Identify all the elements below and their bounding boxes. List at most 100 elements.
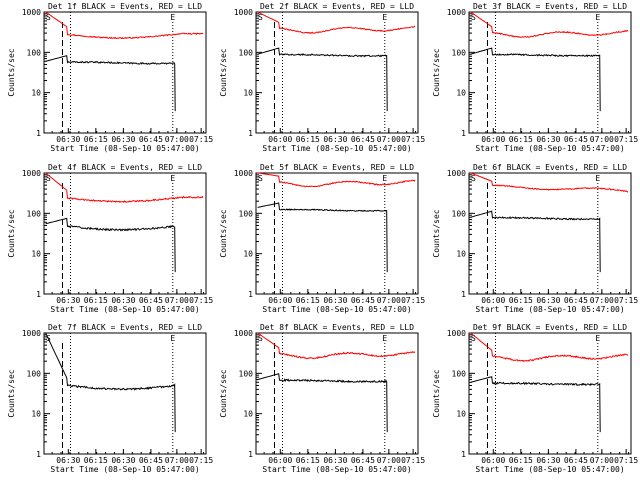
y-axis-label: Counts/sec	[432, 48, 441, 96]
end-marker-label: E	[170, 334, 175, 343]
x-tick-label: 07:00	[165, 456, 189, 465]
x-tick-label: 07:15	[189, 296, 213, 305]
x-tick-label: 06:45	[139, 135, 163, 144]
series-line-lld	[470, 172, 629, 193]
x-axis-label: Start Time (08-Sep-10 05:47:00)	[50, 305, 199, 314]
x-tick-label: 06:30	[56, 135, 80, 144]
x-tick-label: 07:00	[590, 296, 614, 305]
y-tick-label: 100	[452, 48, 467, 57]
y-tick-label: 1000	[447, 329, 466, 338]
x-axis-label: Start Time (08-Sep-10 05:47:00)	[475, 144, 624, 153]
plot-frame	[255, 11, 419, 134]
x-tick-label: 06:30	[323, 296, 347, 305]
series-line-lld	[45, 172, 204, 204]
x-tick-label: 07:15	[401, 135, 425, 144]
series-line-events	[45, 332, 176, 433]
y-tick-label: 1000	[22, 8, 41, 17]
x-tick-label: 06:00	[268, 456, 292, 465]
x-tick-label: 07:15	[401, 456, 425, 465]
y-tick-label: 100	[27, 48, 42, 57]
y-tick-label: 10	[456, 410, 466, 419]
series-line-events	[470, 47, 601, 112]
x-tick-label: 06:30	[56, 296, 80, 305]
y-tick-label: 10	[31, 410, 41, 419]
chart-panel: Det 9f BLACK = Events, RED = LLD 1 10 100 10…	[432, 323, 638, 474]
y-tick-label: 1	[248, 290, 253, 299]
chart-panel: Det 6f BLACK = Events, RED = LLD 1 10 100 10…	[432, 163, 638, 314]
y-axis-label: Counts/sec	[219, 209, 228, 257]
x-tick-label: 06:15	[84, 456, 108, 465]
start-marker-label: S	[471, 13, 476, 22]
x-tick-label: 06:15	[84, 135, 108, 144]
x-tick-label: 06:45	[139, 456, 163, 465]
end-marker-label: E	[595, 334, 600, 343]
y-axis-label: Counts/sec	[219, 369, 228, 417]
x-tick-label: 07:15	[401, 296, 425, 305]
plot-frame	[468, 11, 632, 134]
x-tick-label: 06:45	[139, 296, 163, 305]
chart-title: Det 5f BLACK = Events, RED = LLD	[260, 163, 414, 172]
x-tick-label: 06:45	[564, 296, 588, 305]
x-tick-label: 06:00	[268, 135, 292, 144]
x-tick-label: 07:15	[189, 135, 213, 144]
y-axis-label: Counts/sec	[432, 369, 441, 417]
x-tick-label: 07:00	[590, 456, 614, 465]
x-tick-label: 06:30	[111, 296, 135, 305]
y-tick-label: 1000	[22, 329, 41, 338]
end-marker-label: E	[170, 13, 175, 22]
series-line-lld	[257, 172, 416, 188]
x-tick-label: 06:45	[351, 456, 375, 465]
series-line-events	[257, 373, 388, 433]
y-tick-label: 10	[456, 89, 466, 98]
series-line-lld	[257, 11, 416, 34]
x-tick-label: 06:30	[536, 296, 560, 305]
y-tick-label: 1	[248, 129, 253, 138]
series-line-events	[257, 202, 388, 273]
chart-title: Det 4f BLACK = Events, RED = LLD	[48, 163, 202, 172]
x-tick-label: 06:00	[481, 135, 505, 144]
series-line-lld	[470, 332, 629, 363]
plot-frame	[43, 332, 207, 455]
x-tick-label: 06:45	[564, 456, 588, 465]
x-axis-label: Start Time (08-Sep-10 05:47:00)	[475, 465, 624, 474]
series-line-lld	[257, 332, 416, 360]
x-tick-label: 06:15	[509, 296, 533, 305]
y-axis-label: Counts/sec	[7, 209, 16, 257]
start-marker-label: S	[471, 174, 476, 183]
series-line-lld	[45, 11, 204, 40]
x-tick-label: 06:30	[536, 456, 560, 465]
y-tick-label: 100	[239, 48, 254, 57]
x-tick-label: 06:30	[111, 135, 135, 144]
y-tick-label: 100	[239, 209, 254, 218]
chart-title: Det 6f BLACK = Events, RED = LLD	[473, 163, 627, 172]
x-tick-label: 06:45	[564, 135, 588, 144]
series-line-events	[470, 376, 601, 433]
chart-panel: Det 2f BLACK = Events, RED = LLD 1 10 100 10…	[219, 2, 425, 153]
chart-panel: Det 3f BLACK = Events, RED = LLD 1 10 100 10…	[432, 2, 638, 153]
start-marker-label: S	[471, 334, 476, 343]
x-axis-label: Start Time (08-Sep-10 05:47:00)	[50, 144, 199, 153]
x-axis-label: Start Time (08-Sep-10 05:47:00)	[475, 305, 624, 314]
x-tick-label: 06:30	[323, 456, 347, 465]
end-marker-label: E	[170, 174, 175, 183]
plot-frame	[468, 332, 632, 455]
plot-frame	[43, 11, 207, 134]
x-tick-label: 06:45	[351, 135, 375, 144]
x-tick-label: 07:00	[165, 135, 189, 144]
series-line-lld	[470, 11, 629, 38]
y-tick-label: 10	[243, 410, 253, 419]
start-marker-label: S	[46, 174, 51, 183]
x-axis-label: Start Time (08-Sep-10 05:47:00)	[262, 144, 411, 153]
y-axis-label: Counts/sec	[432, 209, 441, 257]
plot-frame	[468, 172, 632, 295]
y-tick-label: 100	[452, 369, 467, 378]
chart-title: Det 2f BLACK = Events, RED = LLD	[260, 2, 414, 11]
x-tick-label: 06:30	[536, 135, 560, 144]
x-tick-label: 06:15	[296, 135, 320, 144]
x-tick-label: 06:00	[268, 296, 292, 305]
x-tick-label: 07:15	[189, 456, 213, 465]
y-tick-label: 1000	[447, 169, 466, 178]
y-tick-label: 1000	[447, 8, 466, 17]
x-tick-label: 06:30	[56, 456, 80, 465]
